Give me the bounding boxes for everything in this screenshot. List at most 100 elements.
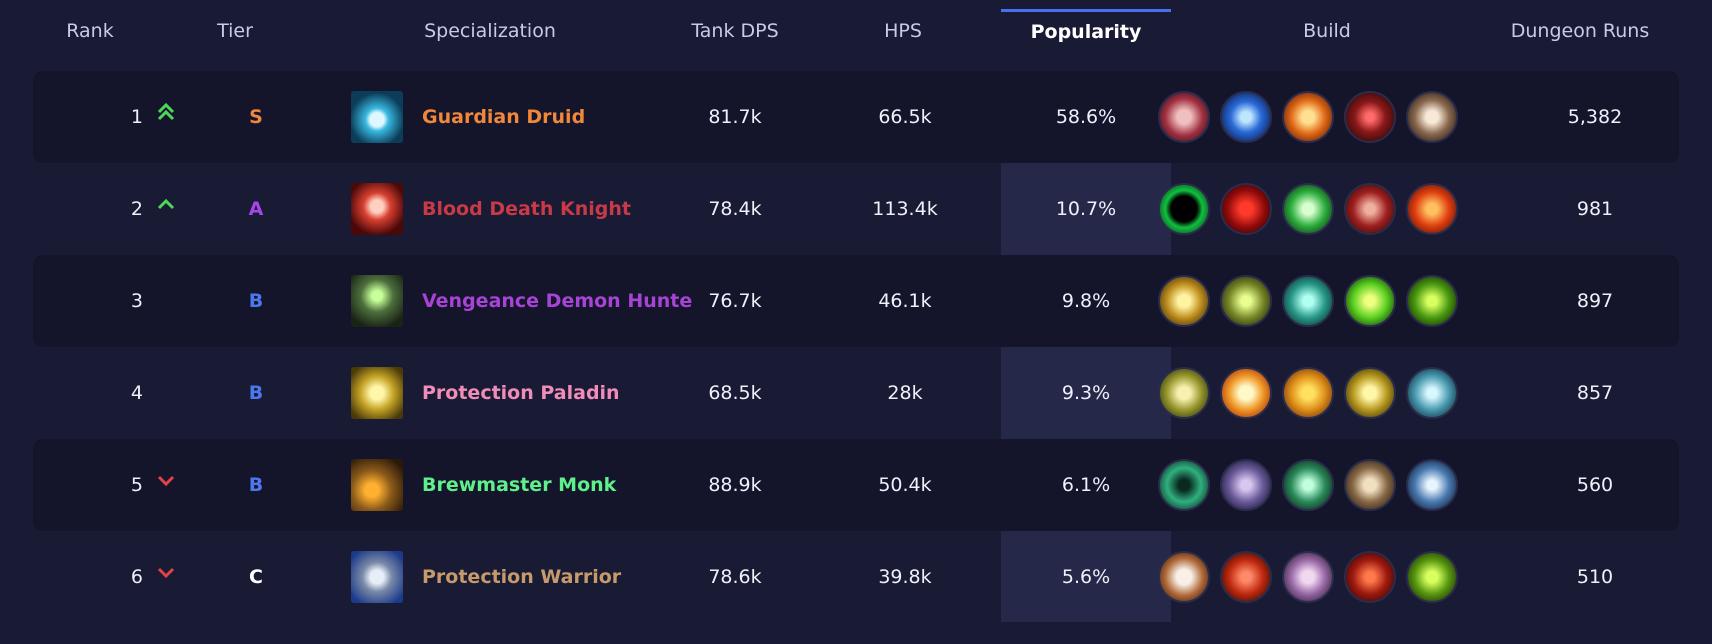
- header-hps[interactable]: HPS: [884, 20, 922, 42]
- rank: 3: [130, 290, 143, 312]
- header-tank-dps[interactable]: Tank DPS: [691, 20, 779, 42]
- frost-armor-icon[interactable]: [1406, 367, 1458, 419]
- spec-name-link[interactable]: Protection Warrior: [422, 566, 622, 588]
- wolf-head-icon[interactable]: [1344, 91, 1396, 143]
- popularity-value: 9.8%: [1061, 290, 1111, 312]
- double-chevron-up-icon: [155, 101, 177, 123]
- tank-dps-value: 78.4k: [708, 198, 762, 220]
- fire-bear-icon[interactable]: [1282, 91, 1334, 143]
- dungeon-runs-value: 857: [1576, 382, 1614, 404]
- fel-swirl-icon[interactable]: [1344, 275, 1396, 327]
- build-icons: [1158, 551, 1458, 603]
- golden-glaive-icon[interactable]: [1158, 275, 1210, 327]
- spec-name-link[interactable]: Blood Death Knight: [422, 198, 631, 220]
- rank: 5: [130, 474, 143, 496]
- build-icons: [1158, 367, 1458, 419]
- fel-beast-icon[interactable]: [1406, 275, 1458, 327]
- red-slash-icon[interactable]: [1220, 551, 1272, 603]
- build-icons: [1158, 183, 1458, 235]
- build-icons: [1158, 91, 1458, 143]
- popularity-value: 5.6%: [1061, 566, 1111, 588]
- table-header: Rank Tier Specialization Tank DPS HPS Po…: [0, 0, 1712, 62]
- rank: 6: [130, 566, 143, 588]
- void-portal-icon[interactable]: [1158, 183, 1210, 235]
- lion-head-icon[interactable]: [1158, 367, 1210, 419]
- chevron-down-icon: [155, 469, 177, 491]
- table-row[interactable]: 1 S Guardian Druid 81.7k 66.5k 58.6% 5,382: [33, 71, 1679, 163]
- header-tier[interactable]: Tier: [217, 20, 253, 42]
- dungeon-runs-value: 5,382: [1567, 106, 1623, 128]
- dungeon-runs-value: 897: [1576, 290, 1614, 312]
- dungeon-runs-value: 560: [1576, 474, 1614, 496]
- jade-spirit-icon[interactable]: [1282, 459, 1334, 511]
- lightning-cloud-icon[interactable]: [1406, 459, 1458, 511]
- table-row[interactable]: 4 B Protection Paladin 68.5k 28k 9.3% 857: [33, 347, 1679, 439]
- jade-swirl-icon[interactable]: [1158, 459, 1210, 511]
- bear-paw-icon: [351, 91, 403, 143]
- rank: 1: [130, 106, 143, 128]
- blood-orb-icon[interactable]: [1220, 183, 1272, 235]
- tank-dps-value: 78.6k: [708, 566, 762, 588]
- rank: 4: [130, 382, 143, 404]
- flame-heart-icon[interactable]: [1406, 183, 1458, 235]
- popularity-value: 6.1%: [1061, 474, 1111, 496]
- tier-badge: S: [249, 106, 263, 128]
- table-row[interactable]: 5 B Brewmaster Monk 88.9k 50.4k 6.1% 560: [33, 439, 1679, 531]
- tank-dps-value: 68.5k: [708, 382, 762, 404]
- light-pillar-icon[interactable]: [1220, 367, 1272, 419]
- tier-badge: B: [248, 290, 264, 312]
- blood-skull-icon: [351, 183, 403, 235]
- brew-keg-icon: [351, 459, 403, 511]
- hps-value: 113.4k: [872, 198, 938, 220]
- shield-icon: [351, 551, 403, 603]
- chevron-up-icon: [155, 193, 177, 215]
- claw-slash-icon[interactable]: [1158, 91, 1210, 143]
- spec-name-link[interactable]: Guardian Druid: [422, 106, 586, 128]
- green-orc-icon[interactable]: [1406, 551, 1458, 603]
- fang-claw-icon[interactable]: [1406, 91, 1458, 143]
- header-specialization[interactable]: Specialization: [424, 20, 556, 42]
- tank-dps-value: 81.7k: [708, 106, 762, 128]
- dungeon-runs-value: 510: [1576, 566, 1614, 588]
- storm-staff-icon[interactable]: [1220, 459, 1272, 511]
- keg-shield-icon[interactable]: [1344, 459, 1396, 511]
- chevron-down-icon: [155, 561, 177, 583]
- header-popularity[interactable]: Popularity: [1001, 9, 1171, 71]
- holy-figure-icon[interactable]: [1282, 367, 1334, 419]
- golden-helm-icon: [351, 367, 403, 419]
- popularity-value: 10.7%: [1055, 198, 1117, 220]
- hps-value: 39.8k: [878, 566, 932, 588]
- spec-name-link[interactable]: Vengeance Demon Hunter: [422, 290, 692, 312]
- green-skull-icon[interactable]: [1282, 183, 1334, 235]
- tier-badge: C: [249, 566, 263, 588]
- gold-helm-icon[interactable]: [1344, 367, 1396, 419]
- header-rank[interactable]: Rank: [66, 20, 114, 42]
- shout-face-icon[interactable]: [1282, 551, 1334, 603]
- demon-mask-icon[interactable]: [1220, 275, 1272, 327]
- hps-value: 50.4k: [878, 474, 932, 496]
- bone-claw-icon[interactable]: [1344, 183, 1396, 235]
- tank-dps-value: 88.9k: [708, 474, 762, 496]
- blue-swipe-icon[interactable]: [1220, 91, 1272, 143]
- tier-badge: B: [248, 382, 264, 404]
- teal-spirit-icon[interactable]: [1282, 275, 1334, 327]
- header-build[interactable]: Build: [1303, 20, 1351, 42]
- popularity-value: 58.6%: [1055, 106, 1117, 128]
- hps-value: 46.1k: [878, 290, 932, 312]
- dungeon-runs-value: 981: [1576, 198, 1614, 220]
- hps-value: 66.5k: [878, 106, 932, 128]
- build-icons: [1158, 459, 1458, 511]
- popularity-value: 9.3%: [1061, 382, 1111, 404]
- tier-badge: B: [248, 474, 264, 496]
- spec-name-link[interactable]: Brewmaster Monk: [422, 474, 617, 496]
- round-shield-icon[interactable]: [1158, 551, 1210, 603]
- tank-dps-value: 76.7k: [708, 290, 762, 312]
- table-row[interactable]: 6 C Protection Warrior 78.6k 39.8k 5.6% 510: [33, 531, 1679, 623]
- header-dungeon-runs[interactable]: Dungeon Runs: [1510, 20, 1650, 42]
- spec-name-link[interactable]: Protection Paladin: [422, 382, 620, 404]
- table-row[interactable]: 3 B Vengeance Demon Hunter 76.7k 46.1k 9.8% 89…: [33, 255, 1679, 347]
- hps-value: 28k: [887, 382, 923, 404]
- fel-demon-icon: [351, 275, 403, 327]
- table-row[interactable]: 2 A Blood Death Knight 78.4k 113.4k 10.7% 981: [33, 163, 1679, 255]
- demon-face-icon[interactable]: [1344, 551, 1396, 603]
